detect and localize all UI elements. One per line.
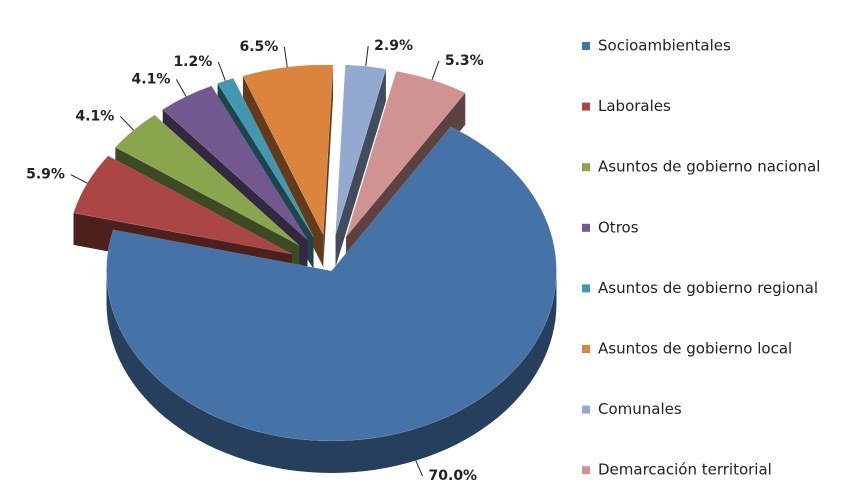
legend-label: Demarcación territorial <box>598 461 772 479</box>
data-label: 2.9% <box>374 38 413 54</box>
data-label: 4.1% <box>132 71 171 87</box>
data-label: 6.5% <box>240 39 279 55</box>
legend-swatch <box>582 42 590 50</box>
legend-swatch <box>582 405 590 414</box>
legend-label: Asuntos de gobierno local <box>598 340 792 358</box>
legend-label: Asuntos de gobierno nacional <box>598 158 820 176</box>
leader-line <box>431 60 440 81</box>
leader-line <box>283 46 288 68</box>
slice <box>73 155 292 255</box>
legend-swatch <box>582 345 590 353</box>
slice <box>106 126 557 442</box>
legend-swatch <box>582 163 590 172</box>
slice <box>162 85 308 240</box>
legend-label: Asuntos de gobierno regional <box>598 279 818 297</box>
data-label: 5.9% <box>26 167 65 183</box>
leader-line <box>70 174 88 184</box>
data-label: 4.1% <box>75 108 114 124</box>
legend-label: Comunales <box>598 400 682 418</box>
legend-swatch <box>582 284 590 293</box>
slice <box>345 70 466 238</box>
legend-swatch <box>582 466 590 475</box>
data-label: 1.2% <box>173 54 212 70</box>
legend-swatch <box>582 102 590 111</box>
leader-line <box>217 61 226 81</box>
legend-label: Laborales <box>598 97 671 115</box>
slice-wall <box>106 270 557 473</box>
legend-label: Otros <box>598 218 639 236</box>
leader-line <box>175 79 187 97</box>
data-label: 70.0% <box>429 468 478 484</box>
slice-edge <box>323 64 334 267</box>
slice <box>114 114 300 246</box>
slice-edge <box>335 69 386 267</box>
legend-label: Socioambientales <box>598 37 731 55</box>
leader-line <box>415 460 423 477</box>
leader-line <box>119 115 134 131</box>
data-label: 5.3% <box>445 53 484 69</box>
legend-swatch <box>582 223 590 232</box>
leader-line <box>365 45 369 67</box>
